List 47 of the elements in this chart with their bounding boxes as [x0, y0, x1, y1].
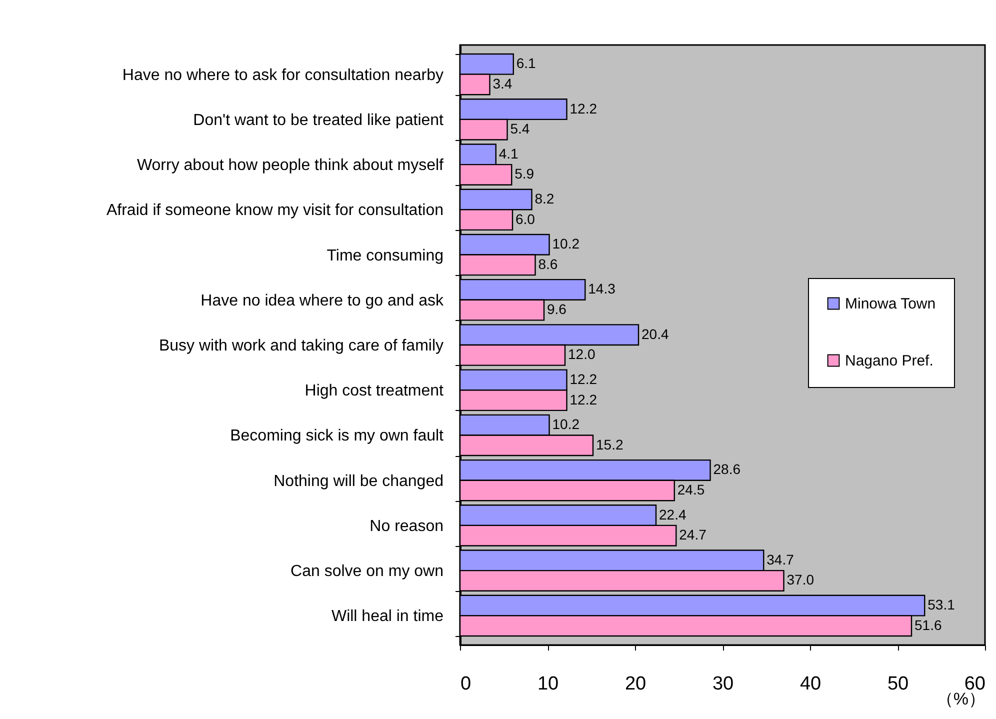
data-label: 3.4 — [492, 75, 512, 92]
y-tick-label: Afraid if someone know my visit for consultation — [106, 202, 444, 220]
y-tick-label: Have no where to ask for consultation nearby — [122, 66, 444, 84]
y-tick-label: Don't want to be treated like patient — [193, 112, 444, 129]
data-label: 24.7 — [679, 526, 707, 543]
data-label: 6.1 — [516, 55, 536, 72]
data-label: 10.2 — [552, 416, 580, 432]
data-label: 15.2 — [596, 436, 624, 452]
x-tick-label: 10 — [537, 674, 559, 694]
data-label: 8.6 — [538, 256, 558, 272]
y-tick-label: Time consuming — [326, 247, 444, 264]
y-tick-label: Busy with work and taking care of family — [158, 338, 444, 354]
data-label: 53.1 — [928, 596, 956, 613]
data-label: 12.2 — [570, 370, 598, 387]
y-tick-label: Will heal in time — [331, 608, 444, 626]
legend-label: Minowa Town — [845, 296, 936, 312]
x-tick-label: 50 — [887, 674, 909, 694]
data-label: 6.0 — [516, 210, 536, 227]
y-tick-label: Can solve on my own — [290, 563, 444, 580]
x-tick-label: 20 — [624, 674, 646, 694]
data-label: 37.0 — [786, 572, 814, 588]
data-label: 8.2 — [534, 190, 554, 207]
data-label: 10.2 — [552, 236, 580, 252]
data-label: 9.6 — [547, 301, 567, 318]
y-tick-label: No reason — [370, 518, 444, 535]
data-label: 34.7 — [766, 551, 794, 568]
data-label: 5.9 — [514, 166, 534, 182]
data-label: 4.1 — [498, 145, 519, 162]
y-tick-label: Becoming sick is my own fault — [230, 428, 444, 445]
data-label: 5.4 — [510, 120, 530, 137]
x-tick-label: 0 — [460, 674, 472, 694]
y-tick-label: High cost treatment — [304, 382, 444, 400]
data-label: 22.4 — [659, 506, 686, 522]
x-tick-label: 40 — [800, 674, 822, 694]
data-label: 14.3 — [588, 280, 616, 297]
data-label: 12.0 — [568, 346, 596, 362]
data-label: 12.2 — [570, 100, 598, 116]
data-label: 24.5 — [677, 481, 705, 498]
data-label: 12.2 — [570, 391, 598, 408]
y-tick-label: Nothing will be changed — [274, 472, 444, 490]
x-tick-label: 30 — [712, 674, 734, 694]
y-tick-label: Worry about how people think about myself — [136, 157, 444, 174]
data-label: 20.4 — [642, 326, 669, 342]
data-label: 28.6 — [713, 461, 741, 478]
legend-label: Nagano Pref. — [845, 352, 934, 370]
y-tick-label: Have no idea where to go and ask — [200, 292, 444, 310]
data-label: 51.6 — [914, 616, 942, 633]
